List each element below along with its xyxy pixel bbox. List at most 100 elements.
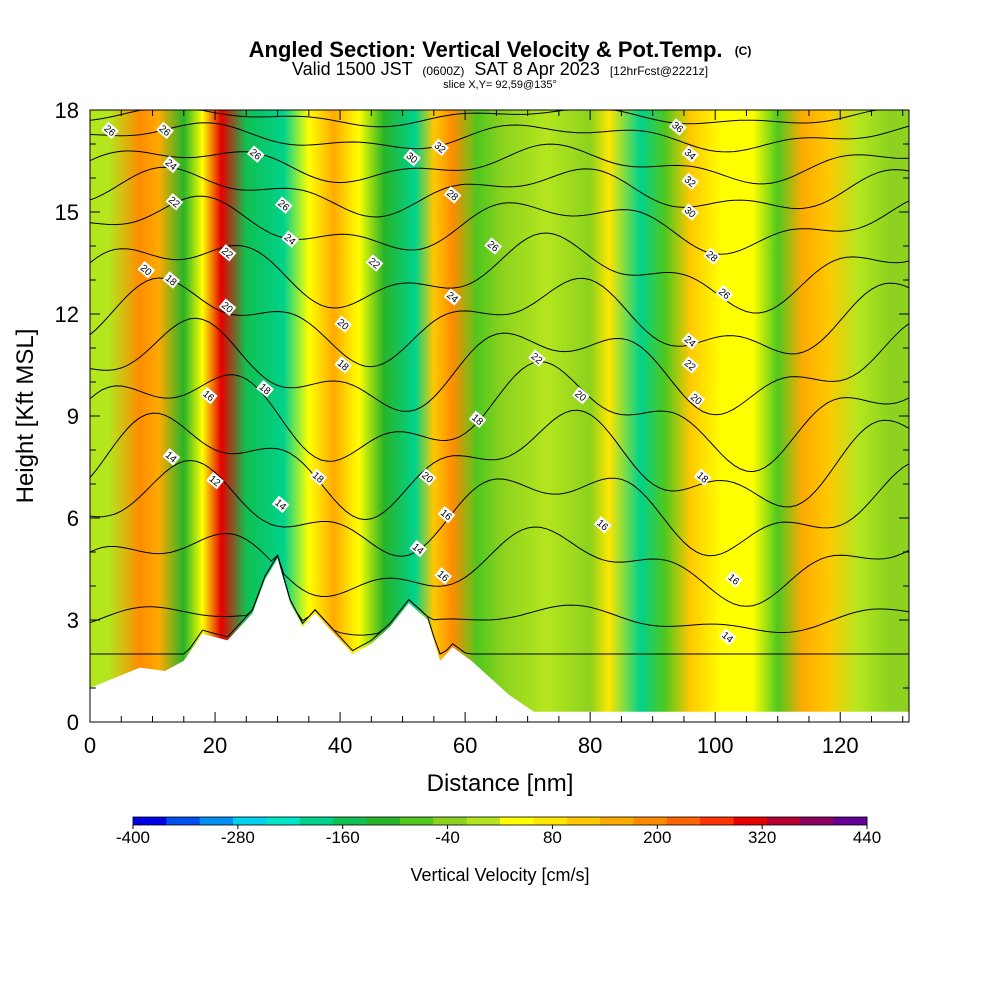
colorbar-swatch-4: [266, 817, 301, 825]
colorbar-frame: [132, 816, 868, 826]
colorbar-swatch-13: [566, 817, 601, 825]
chart-subtitle: Valid 1500 JST (0600Z) SAT 8 Apr 2023 [1…: [292, 59, 708, 79]
colorbar-swatch-9: [433, 817, 468, 825]
contour-label-bg: [681, 172, 700, 191]
colorbar-swatch-15: [633, 817, 668, 825]
colorbar-swatch-20: [800, 817, 835, 825]
x-tick-label: 40: [328, 733, 352, 758]
contour-label-bg: [681, 145, 700, 163]
y-axis: 0 3 6 9 12 15 18: [55, 98, 909, 735]
colorbar-label: Vertical Velocity [cm/s]: [410, 865, 589, 885]
x-tick-label: 0: [84, 733, 96, 758]
x-tick-label: 60: [453, 733, 477, 758]
contour-label-bg: [137, 261, 156, 279]
contour-label-bg: [693, 468, 712, 486]
contour-label-bg: [437, 505, 456, 524]
contour-label-bg: [403, 148, 421, 167]
contour-label-bg: [443, 186, 462, 204]
contour-label-bg: [725, 570, 743, 588]
contour-label-bg: [687, 390, 706, 408]
x-axis-label: Distance [nm]: [427, 770, 574, 797]
contour-line-10: [90, 554, 909, 655]
contour-label-bg: [101, 121, 119, 140]
colorbar-swatch-14: [600, 817, 634, 825]
slice-info: slice X,Y= 92,59@135°: [443, 79, 557, 91]
subtitle-zulu: (0600Z): [422, 64, 464, 78]
colorbar-swatch-10: [466, 817, 501, 825]
colorbar-swatch-16: [666, 817, 701, 825]
contour-label-bg: [246, 145, 265, 163]
subtitle-forecast: [12hrFcst@2221z]: [610, 64, 708, 78]
chart-title: Angled Section: Vertical Velocity & Pot.…: [249, 37, 752, 62]
colorbar-swatch-12: [533, 817, 568, 825]
contour-label-bg: [365, 254, 384, 272]
colorbar-tick-label: 440: [853, 828, 881, 847]
colorbar-swatch-5: [299, 817, 334, 825]
contour-line-14: [90, 526, 909, 607]
contour-label-bg: [681, 332, 700, 350]
colorbar-swatch-11: [500, 817, 534, 825]
contour-label-bg: [468, 410, 487, 429]
contour-label-bg: [218, 244, 237, 262]
subtitle-valid: Valid 1500 JST: [292, 59, 413, 79]
contour-label-bg: [718, 628, 737, 646]
y-tick-label: 18: [55, 98, 79, 123]
contour-line-20: [90, 361, 909, 473]
contour-label-bg: [199, 386, 218, 405]
y-tick-label: 3: [67, 608, 79, 633]
colorbar-tick-label: -40: [435, 828, 460, 847]
x-tick-label: 20: [203, 733, 227, 758]
colorbar: -400 -280 -160 -40 80 200 320 440: [116, 816, 881, 847]
contour-label-bg: [256, 380, 274, 398]
contour-line-30: [90, 166, 909, 218]
x-tick-label: 100: [697, 733, 734, 758]
contour-label-bg: [334, 315, 353, 333]
y-tick-label: 9: [67, 404, 79, 429]
colorbar-tick-label: -400: [116, 828, 150, 847]
contour-label-bg: [484, 237, 503, 255]
terrain: [90, 558, 909, 722]
contour-label-bg: [274, 196, 293, 214]
contour-label-bg: [571, 386, 590, 405]
y-tick-label: 12: [55, 302, 79, 327]
contour-label-bg: [715, 284, 734, 303]
y-axis-label: Height [Kft MSL]: [12, 329, 39, 504]
contour-line-18: [90, 409, 909, 521]
chart-title-suffix: (C): [735, 44, 752, 58]
colorbar-swatch-7: [366, 817, 401, 825]
y-tick-label: 6: [67, 506, 79, 531]
contour-line-34: [90, 122, 909, 153]
y-tick-label: 15: [55, 200, 79, 225]
contour-label-bg: [443, 288, 462, 306]
colorbar-swatch-0: [133, 817, 167, 825]
contour-label-bg: [309, 468, 328, 486]
x-tick-label: 120: [822, 733, 859, 758]
y-tick-label: 0: [67, 710, 79, 735]
colorbar-swatch-6: [333, 817, 367, 825]
colorbar-swatch-8: [399, 817, 434, 825]
contour-label-bg: [206, 471, 224, 490]
contour-line-16: [90, 459, 909, 557]
contour-label-bg: [528, 349, 546, 367]
contour-label-bg: [156, 121, 174, 140]
contour-label-bg: [593, 516, 612, 534]
colorbar-tick-label: -280: [221, 828, 255, 847]
x-tick-label: 80: [578, 733, 602, 758]
colorbar-swatch-18: [733, 817, 768, 825]
colorbar-swatch-2: [199, 817, 234, 825]
vertical-velocity-field: [90, 110, 909, 722]
contour-label-bg: [409, 539, 428, 558]
contour-line-36: [90, 110, 909, 128]
contour-line-28: [90, 195, 909, 255]
contour-line-32: [90, 143, 909, 185]
colorbar-tick-label: 320: [748, 828, 776, 847]
contour-label-bg: [162, 155, 181, 174]
colorbar-tick-label: 80: [543, 828, 562, 847]
contour-label-bg: [334, 356, 353, 374]
colorbar-tick-label: 200: [643, 828, 671, 847]
contour-label-bg: [703, 247, 721, 265]
contour-label-bg: [162, 271, 181, 289]
contour-label-bg: [162, 448, 181, 466]
colorbar-swatch-1: [166, 817, 201, 825]
